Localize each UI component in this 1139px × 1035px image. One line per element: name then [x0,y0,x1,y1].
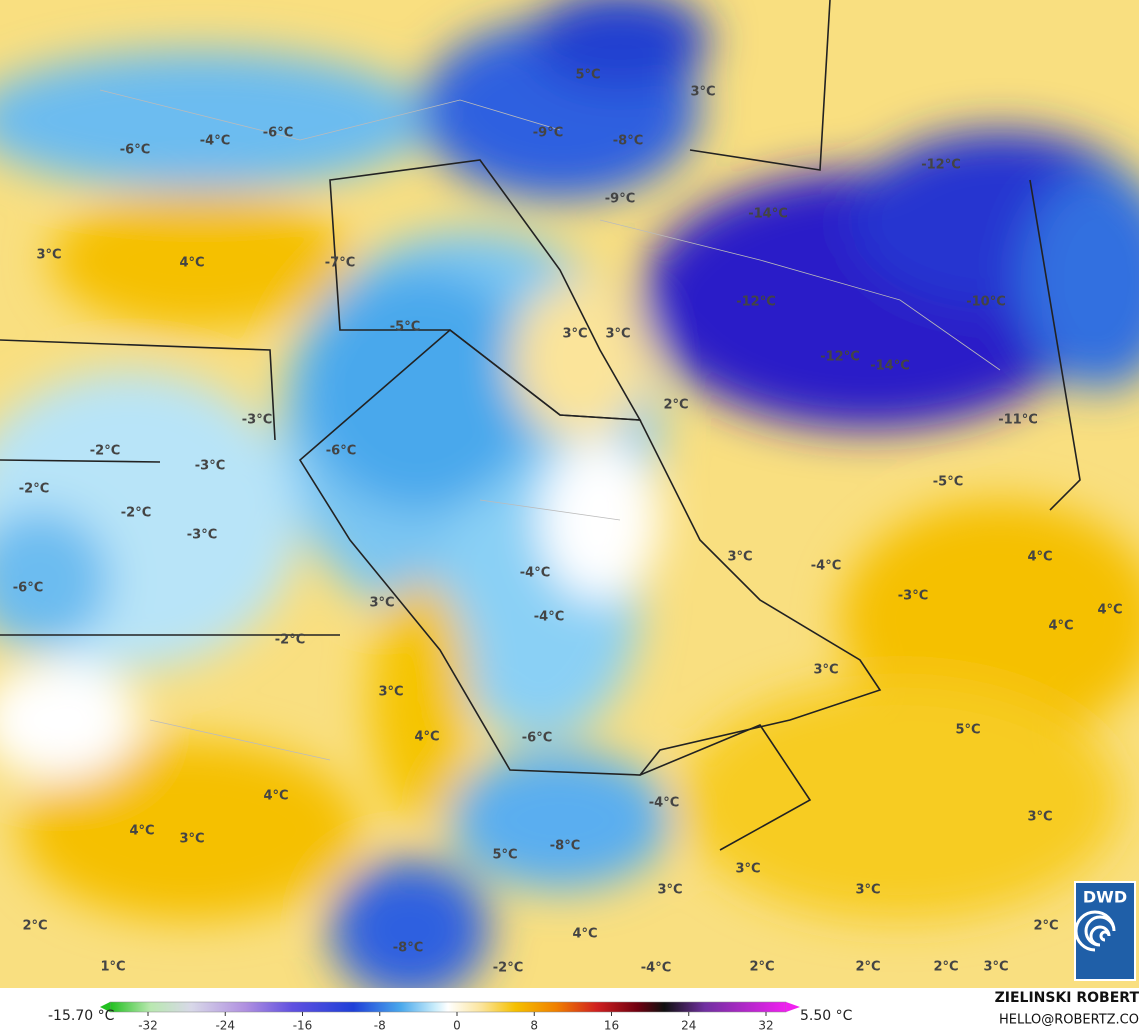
colorbar-tick-label: -8 [374,1019,386,1033]
temp-label: 3°C [369,596,394,611]
temp-label: 2°C [933,960,958,975]
temp-label: -4°C [641,961,671,976]
temp-label: -4°C [534,610,564,625]
temp-label: 3°C [1027,810,1052,825]
temp-label: -14°C [748,207,788,222]
temp-label: -14°C [870,359,910,374]
colorbar-max: 5.50 °C [800,1008,853,1024]
map [0,0,1139,988]
temp-label: -11°C [998,413,1038,428]
colorbar-tick-label: -32 [138,1019,158,1033]
temp-label: -3°C [898,589,928,604]
temp-label: -5°C [390,320,420,335]
temp-label: -4°C [520,566,550,581]
temp-label: -3°C [187,528,217,543]
temp-label: -8°C [550,839,580,854]
colorbar-tick-label: -16 [293,1019,313,1033]
provinces [99,89,1001,761]
logo-text: DWD [1083,888,1127,907]
temp-label: 3°C [983,960,1008,975]
temp-label: 3°C [378,685,403,700]
colorbar-tick-label: 16 [604,1019,619,1033]
temp-label: -9°C [605,192,635,207]
temp-label: -8°C [393,941,423,956]
temp-label: -2°C [19,482,49,497]
temp-label: 3°C [727,550,752,565]
temp-label: -4°C [200,134,230,149]
dwd-logo: DWD [1074,881,1136,981]
colorbar-arrow [100,1002,110,1012]
temp-label: 2°C [22,919,47,934]
temp-label: 4°C [572,927,597,942]
credit-contact: HELLO@ROBERTZ.CO [999,1013,1139,1028]
temp-label: -10°C [966,295,1006,310]
temp-label: -3°C [195,459,225,474]
temp-label: 3°C [562,327,587,342]
temp-label: 1°C [100,960,125,975]
temp-label: 3°C [36,248,61,263]
temp-label: 3°C [855,883,880,898]
temp-label: 2°C [663,398,688,413]
temp-label: 4°C [263,789,288,804]
colorbar-tick-label: -24 [215,1019,235,1033]
temp-label: -2°C [275,633,305,648]
temp-label: 2°C [749,960,774,975]
temp-label: -12°C [820,350,860,365]
borders [0,0,1081,851]
temp-label: 3°C [657,883,682,898]
temp-label: 5°C [575,68,600,83]
colorbar-min: -15.70 °C [48,1008,115,1024]
temp-label: -4°C [649,796,679,811]
temp-label: 5°C [955,723,980,738]
temp-label: 2°C [855,960,880,975]
credit-name: ZIELINSKI ROBERT [995,990,1139,1006]
temp-label: -8°C [613,134,643,149]
temp-label: -2°C [90,444,120,459]
temp-label: -7°C [325,256,355,271]
temp-label: 4°C [1027,550,1052,565]
temp-label: -3°C [242,413,272,428]
temp-label: 4°C [179,256,204,271]
temp-label: -12°C [736,295,776,310]
colorbar-tick-label: 0 [453,1019,461,1033]
colorbar-arrow [786,1002,800,1012]
temp-label: -12°C [921,158,961,173]
temp-label: 4°C [129,824,154,839]
colorbar-tick-label: 24 [681,1019,696,1033]
temp-label: -5°C [933,475,963,490]
temp-label: -6°C [326,444,356,459]
temp-label: -6°C [13,581,43,596]
colorbar-tick-label: 32 [758,1019,773,1033]
temp-label: 3°C [179,832,204,847]
colorbar-ticks: -32 -24 -16 -8 0 8 16 24 32 [138,1012,774,1033]
temp-label: -2°C [121,506,151,521]
temp-label: 3°C [605,327,630,342]
temp-label: -2°C [493,961,523,976]
temp-label: -6°C [263,126,293,141]
colorbar [109,1001,787,1013]
temp-label: 3°C [813,663,838,678]
temp-label: 3°C [690,85,715,100]
temp-label: 2°C [1033,919,1058,934]
colorbar-tick-label: 8 [530,1019,538,1033]
temp-label: -4°C [811,559,841,574]
temp-label: -9°C [533,126,563,141]
temperature-labels: 5°C 3°C -6°C -4°C -6°C -9°C -8°C -12°C -9°C -14°C… [13,68,1123,976]
temp-label: 4°C [1048,619,1073,634]
temp-label: 5°C [492,848,517,863]
temp-label: -6°C [120,143,150,158]
temp-label: 4°C [1097,603,1122,618]
temp-label: -6°C [522,731,552,746]
temp-label: 3°C [735,862,760,877]
temp-label: 4°C [414,730,439,745]
